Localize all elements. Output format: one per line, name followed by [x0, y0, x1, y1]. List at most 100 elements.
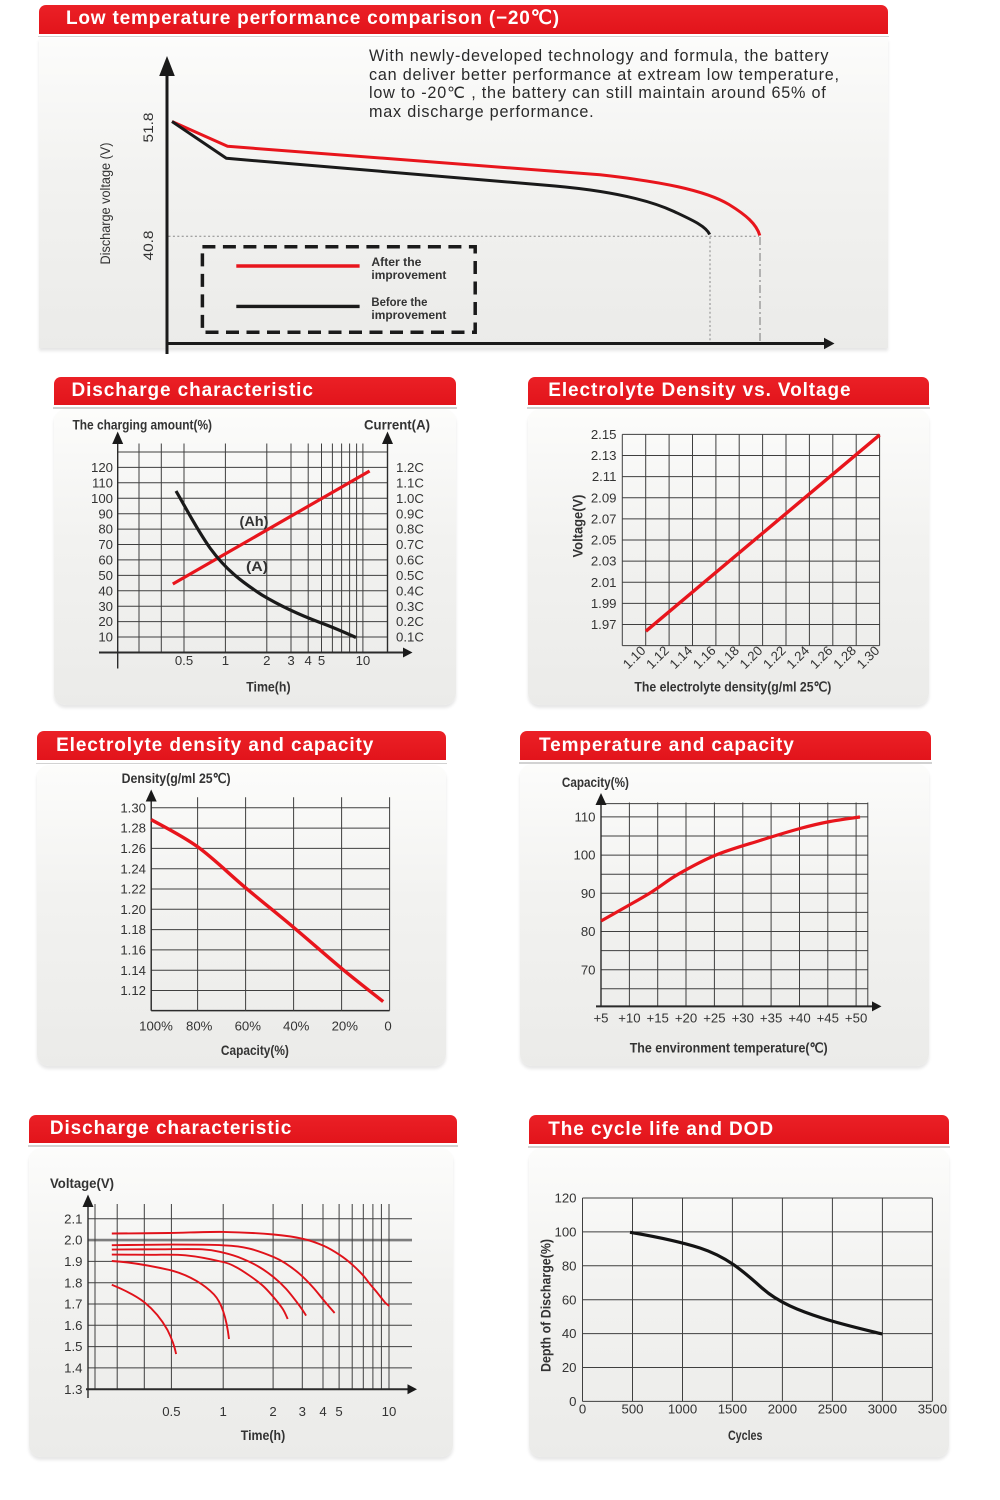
- svg-text:0: 0: [579, 1402, 586, 1417]
- svg-text:1.24: 1.24: [783, 643, 812, 672]
- svg-text:1.3: 1.3: [64, 1382, 82, 1397]
- svg-text:1.16: 1.16: [690, 643, 719, 672]
- svg-text:+15: +15: [647, 1011, 669, 1026]
- svg-text:Discharge voltage (V): Discharge voltage (V): [98, 143, 113, 265]
- svg-text:2: 2: [263, 653, 270, 668]
- svg-text:1.10: 1.10: [620, 643, 649, 672]
- svg-text:1.22: 1.22: [120, 882, 146, 897]
- svg-text:3500: 3500: [918, 1402, 947, 1417]
- svg-text:0.9C: 0.9C: [396, 506, 424, 521]
- svg-text:50: 50: [98, 568, 113, 583]
- svg-text:improvement: improvement: [371, 308, 446, 322]
- svg-text:2.15: 2.15: [591, 427, 617, 442]
- svg-text:1: 1: [222, 653, 229, 668]
- svg-text:2000: 2000: [768, 1402, 797, 1417]
- svg-text:70: 70: [581, 962, 596, 977]
- svg-text:1.20: 1.20: [737, 643, 766, 672]
- svg-text:1.9: 1.9: [64, 1254, 82, 1269]
- svg-text:20: 20: [562, 1360, 577, 1375]
- svg-text:+40: +40: [788, 1011, 810, 1026]
- svg-text:+5: +5: [593, 1011, 608, 1026]
- svg-text:1.18: 1.18: [120, 922, 146, 937]
- svg-text:20: 20: [98, 614, 113, 629]
- svg-text:0: 0: [569, 1394, 576, 1409]
- svg-text:+10: +10: [618, 1011, 640, 1026]
- svg-text:0.1C: 0.1C: [396, 630, 424, 645]
- svg-text:improvement: improvement: [371, 268, 446, 282]
- svg-text:10: 10: [356, 653, 371, 668]
- svg-text:Time(h): Time(h): [241, 1428, 285, 1443]
- svg-text:3000: 3000: [868, 1402, 897, 1417]
- svg-text:110: 110: [92, 475, 113, 490]
- svg-text:The charging amount(%): The charging amount(%): [73, 418, 213, 433]
- svg-text:1.30: 1.30: [120, 800, 146, 815]
- svg-text:Capacity(%): Capacity(%): [221, 1042, 289, 1058]
- svg-text:100: 100: [554, 1225, 576, 1240]
- svg-text:60: 60: [98, 553, 113, 568]
- svg-text:2.03: 2.03: [591, 554, 617, 569]
- svg-text:1.12: 1.12: [120, 983, 146, 998]
- svg-text:60%: 60%: [235, 1019, 262, 1034]
- svg-text:70: 70: [98, 537, 113, 552]
- svg-text:Voltage(V): Voltage(V): [50, 1176, 114, 1191]
- svg-text:1.7: 1.7: [64, 1297, 82, 1312]
- svg-text:100%: 100%: [139, 1019, 173, 1034]
- svg-text:1.97: 1.97: [591, 617, 617, 632]
- svg-text:100: 100: [91, 491, 113, 506]
- svg-text:0.2C: 0.2C: [396, 614, 424, 629]
- svg-text:120: 120: [554, 1191, 576, 1206]
- svg-text:1.30: 1.30: [854, 643, 883, 672]
- svg-text:Capacity(%): Capacity(%): [562, 774, 629, 790]
- svg-text:1.20: 1.20: [120, 902, 146, 917]
- svg-text:1.16: 1.16: [120, 943, 146, 958]
- svg-text:40: 40: [562, 1326, 577, 1341]
- svg-text:The electrolyte density(g/ml 2: The electrolyte density(g/ml 25℃): [634, 679, 831, 695]
- svg-text:2.0: 2.0: [64, 1233, 82, 1248]
- svg-text:0.5: 0.5: [162, 1404, 180, 1419]
- svg-text:80%: 80%: [186, 1019, 213, 1034]
- svg-text:0.7C: 0.7C: [396, 537, 424, 552]
- svg-text:20%: 20%: [332, 1019, 359, 1034]
- svg-text:1.18: 1.18: [713, 643, 742, 672]
- svg-text:The environment temperature(℃): The environment temperature(℃): [630, 1040, 828, 1056]
- svg-text:1: 1: [220, 1404, 227, 1419]
- svg-text:2.1: 2.1: [64, 1211, 82, 1226]
- svg-text:Voltage(V): Voltage(V): [571, 494, 587, 557]
- svg-text:+45: +45: [817, 1011, 839, 1026]
- svg-text:90: 90: [98, 506, 113, 521]
- svg-text:1.99: 1.99: [591, 596, 617, 611]
- svg-text:0.8C: 0.8C: [396, 522, 424, 537]
- svg-text:110: 110: [574, 810, 595, 825]
- svg-text:60: 60: [562, 1292, 577, 1307]
- svg-text:500: 500: [621, 1402, 643, 1417]
- svg-text:10: 10: [98, 630, 113, 645]
- svg-text:Density(g/ml 25℃): Density(g/ml 25℃): [122, 770, 231, 786]
- svg-text:0.5: 0.5: [175, 653, 193, 668]
- svg-text:Cycles: Cycles: [728, 1428, 763, 1443]
- svg-text:0.3C: 0.3C: [396, 599, 424, 614]
- svg-text:1.14: 1.14: [120, 963, 146, 978]
- svg-text:1.8: 1.8: [64, 1275, 82, 1290]
- svg-text:1.14: 1.14: [667, 643, 696, 672]
- svg-text:40.8: 40.8: [140, 230, 156, 260]
- svg-text:0.6C: 0.6C: [396, 553, 424, 568]
- svg-text:+20: +20: [675, 1011, 697, 1026]
- svg-text:1.4: 1.4: [64, 1361, 82, 1376]
- svg-text:1.2C: 1.2C: [396, 460, 424, 475]
- svg-text:2.05: 2.05: [591, 533, 617, 548]
- svg-text:After the: After the: [371, 255, 421, 269]
- svg-text:0: 0: [384, 1019, 391, 1034]
- svg-text:3: 3: [299, 1404, 306, 1419]
- svg-text:40: 40: [98, 583, 113, 598]
- svg-text:Before the: Before the: [371, 295, 427, 309]
- svg-text:100: 100: [573, 848, 595, 863]
- svg-text:+30: +30: [732, 1011, 754, 1026]
- svg-text:2: 2: [269, 1404, 276, 1419]
- svg-text:1.12: 1.12: [643, 643, 672, 672]
- svg-text:+35: +35: [760, 1011, 782, 1026]
- svg-text:40%: 40%: [283, 1019, 310, 1034]
- svg-text:1.26: 1.26: [807, 643, 836, 672]
- svg-text:1.28: 1.28: [830, 643, 859, 672]
- svg-text:80: 80: [98, 522, 113, 537]
- svg-text:2.07: 2.07: [591, 512, 617, 527]
